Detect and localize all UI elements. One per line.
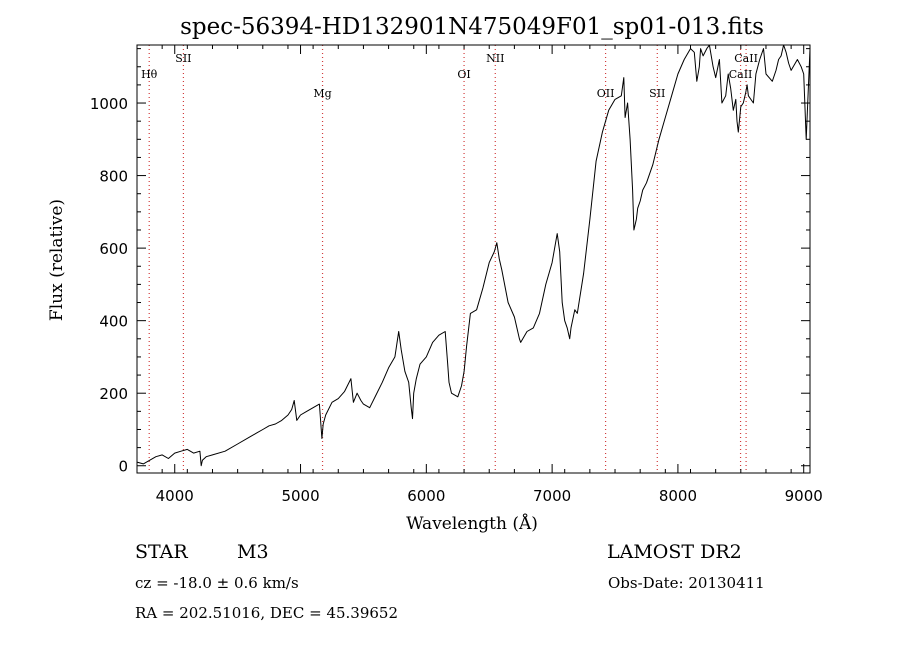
survey-name: LAMOST DR2 (607, 541, 742, 563)
x-axis-label: Wavelength (Å) (406, 513, 538, 534)
spectral-subclass: M3 (237, 541, 269, 563)
spectral-line-label: NII (486, 52, 504, 65)
spectral-line-label: OII (597, 87, 615, 100)
y-tick-label: 0 (118, 458, 128, 476)
y-tick-label: 800 (99, 168, 128, 186)
y-tick-label: 1000 (90, 95, 128, 113)
x-tick-label: 6000 (407, 487, 445, 505)
x-tick-label: 4000 (156, 487, 194, 505)
redshift-value: cz = -18.0 ± 0.6 km/s (135, 574, 299, 592)
axis-ticks: 4000 5000 6000 7000 8000 9000 0 200 400 600 800 100… (90, 45, 823, 505)
x-tick-label: 5000 (281, 487, 319, 505)
x-tick-label: 7000 (533, 487, 571, 505)
coordinates: RA = 202.51016, DEC = 45.39652 (135, 604, 399, 622)
spectral-line-label: OI (457, 68, 470, 81)
x-tick-label: 8000 (659, 487, 697, 505)
spectral-line-label: Hθ (141, 68, 158, 81)
y-tick-label: 200 (99, 385, 128, 403)
spectral-line-markers: Hθ SII Mg OI NII OII SII CaII CaII (141, 45, 758, 473)
spectrum-series (136, 44, 811, 467)
chart-title: spec-56394-HD132901N475049F01_sp01-013.f… (180, 14, 764, 40)
spectral-line-label: CaII (729, 68, 753, 81)
y-tick-label: 400 (99, 313, 128, 331)
spectral-line-label: SII (649, 87, 665, 100)
x-tick-label: 9000 (785, 487, 823, 505)
observation-date: Obs-Date: 20130411 (608, 574, 765, 592)
object-type: STAR (135, 541, 188, 563)
spectrum-line (136, 44, 811, 467)
spectral-line-label: CaII (734, 52, 758, 65)
plot-frame (136, 44, 811, 474)
y-tick-label: 600 (99, 240, 128, 258)
y-axis-label: Flux (relative) (47, 199, 67, 321)
spectral-line-label: SII (175, 52, 191, 65)
spectral-line-label: Mg (313, 87, 331, 100)
